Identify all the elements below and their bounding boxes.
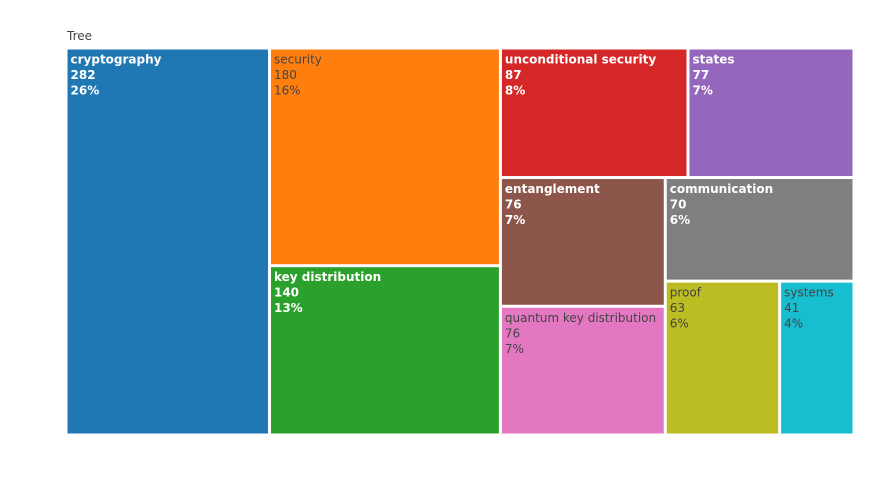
tile-label: security — [274, 53, 322, 67]
tile-rect[interactable] — [781, 282, 853, 434]
tile-rect[interactable] — [501, 179, 664, 305]
tile-label: states — [692, 53, 734, 67]
treemap-tile-entanglement[interactable]: entanglement 767% — [501, 179, 664, 305]
tile-percent: 13% — [274, 301, 303, 315]
tile-percent: 7% — [505, 213, 525, 227]
tile-rect[interactable] — [666, 282, 779, 434]
tile-rect[interactable] — [270, 49, 499, 265]
tile-percent: 26% — [71, 84, 100, 98]
tile-label: entanglement — [505, 182, 600, 196]
tile-value: 63 — [670, 301, 685, 315]
tile-value: 282 — [71, 68, 96, 82]
tile-percent: 7% — [692, 84, 712, 98]
tile-value: 70 — [670, 198, 687, 212]
tile-label: cryptography — [71, 53, 162, 67]
tile-percent: 16% — [274, 84, 301, 98]
chart-title: Tree — [66, 29, 92, 43]
tile-value: 180 — [274, 68, 297, 82]
tile-percent: 6% — [670, 317, 689, 331]
tile-rect[interactable] — [270, 267, 499, 434]
tile-value: 140 — [274, 286, 299, 300]
tile-percent: 6% — [670, 213, 690, 227]
tile-percent: 4% — [784, 317, 803, 331]
tile-label: key distribution — [274, 270, 381, 284]
tile-rect[interactable] — [666, 179, 853, 280]
tile-label: proof — [670, 286, 702, 300]
tile-rect[interactable] — [689, 49, 853, 177]
tile-value: 77 — [692, 68, 709, 82]
tile-label: systems — [784, 286, 834, 300]
tile-label: unconditional security — [505, 53, 656, 67]
tile-rect[interactable] — [67, 49, 268, 434]
tile-rect[interactable] — [501, 307, 664, 434]
tile-label: quantum key distribution — [505, 311, 656, 325]
tile-rect[interactable] — [501, 49, 687, 177]
tile-percent: 7% — [505, 342, 524, 356]
treemap-tile-communication[interactable]: communication 706% — [666, 179, 853, 280]
tile-value: 41 — [784, 301, 799, 315]
tile-value: 87 — [505, 68, 522, 82]
tile-percent: 8% — [505, 84, 525, 98]
tile-value: 76 — [505, 198, 522, 212]
tile-label: communication — [670, 182, 773, 196]
tile-value: 76 — [505, 326, 520, 340]
